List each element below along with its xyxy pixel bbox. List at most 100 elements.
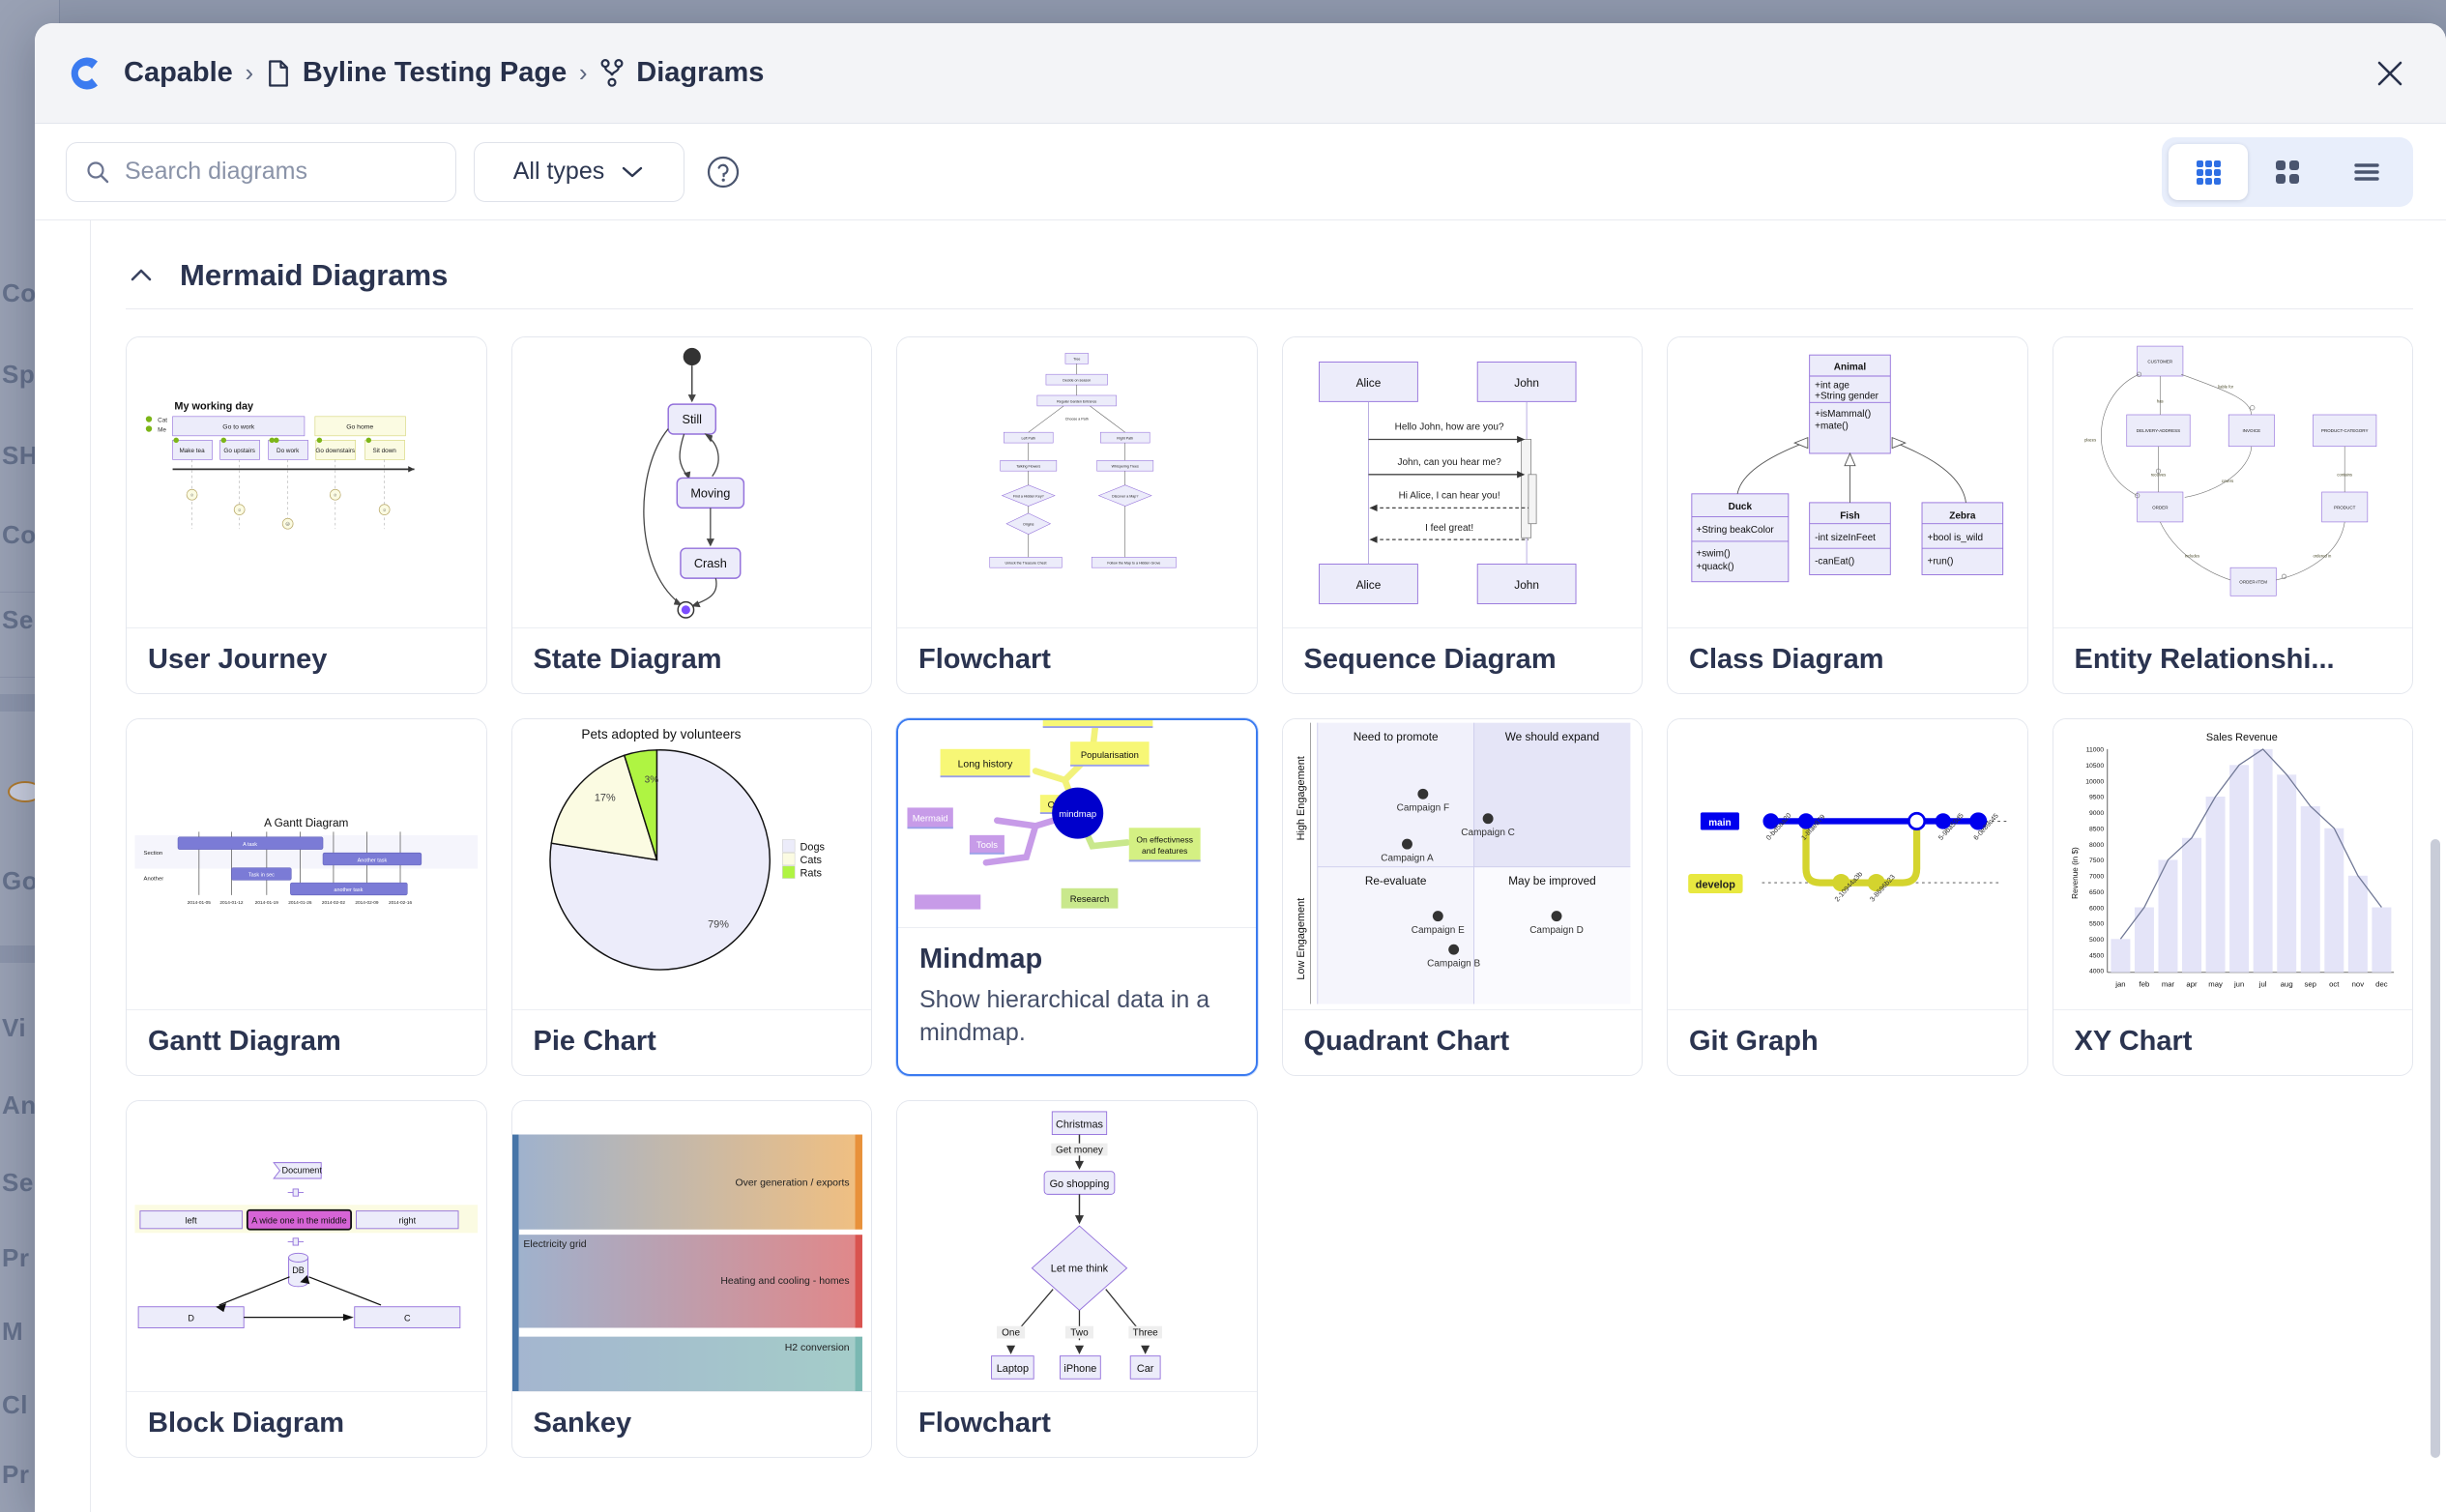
svg-text:Make tea: Make tea [179,448,205,454]
svg-text:jul: jul [2257,979,2266,988]
svg-text:Right Path: Right Path [1117,436,1133,440]
diagram-card-state-diagram[interactable]: Still Moving Crash [510,336,872,694]
diagram-card-quadrant-chart[interactable]: Need to promote We should expand Re-eval… [1281,718,1643,1076]
svg-text:Hello John, how are you?: Hello John, how are you? [1394,422,1503,432]
close-icon [2377,61,2402,85]
diagram-card-gantt-diagram[interactable]: A Gantt Diagram [126,718,487,1076]
svg-text:Re-evaluate: Re-evaluate [1364,874,1426,887]
card-title: Sequence Diagram [1303,644,1557,675]
backdrop-text-fragment: Se [2,1168,34,1197]
svg-text:Tools: Tools [976,840,998,851]
svg-text:right: right [398,1215,416,1225]
svg-text:C: C [404,1313,411,1323]
card-footer: State Diagram [512,628,872,693]
diagram-card-flowchart[interactable]: Tree Decide on season Regular Garden Ent… [896,336,1258,694]
svg-text:develop: develop [1696,880,1736,891]
svg-text:6000: 6000 [2088,905,2103,912]
breadcrumb-item-byline-testing-page[interactable]: Byline Testing Page [266,57,567,89]
card-footer: Mindmap Show hierarchical data in a mind… [898,928,1256,1066]
svg-text:10500: 10500 [2085,763,2104,770]
svg-text:5000: 5000 [2088,937,2103,944]
diagram-list-scroll-area[interactable]: Mermaid Diagrams Cat Me My working day G… [91,220,2446,1512]
svg-text:PRODUCT: PRODUCT [2334,505,2356,509]
dialog-toolbar: All types [35,124,2446,220]
diagram-card-pie-chart[interactable]: Pets adopted by volunteers 79% 17% 3% [510,718,872,1076]
svg-text:Regular Garden Entrance: Regular Garden Entrance [1057,399,1096,403]
svg-text:left: left [186,1215,198,1225]
svg-text:Heating and cooling - homes: Heating and cooling - homes [720,1276,849,1287]
diagram-card-entity-relationship-diagram[interactable]: CUSTOMER DELIVERY-ADDRESS INVOICE PRODUC… [2052,336,2413,694]
breadcrumb-item-capable[interactable]: Capable [124,57,233,89]
svg-text:2014-01-12: 2014-01-12 [219,900,244,906]
svg-text:places: places [2084,437,2096,442]
card-title: Block Diagram [148,1408,345,1439]
svg-text:Unlock the Treasure Chest: Unlock the Treasure Chest [1005,562,1047,566]
search-field[interactable] [66,141,456,202]
svg-text:Talking Flowers: Talking Flowers [1016,465,1040,469]
svg-text:Long history: Long history [958,760,1013,771]
diagram-preview-quadrant-chart: Need to promote We should expand Re-eval… [1282,719,1642,1010]
diagram-card-git-graph[interactable]: main develop [1667,718,2028,1076]
diagram-card-block-diagram[interactable]: Document left A wide one in the middle r… [126,1100,487,1458]
diagram-card-sequence-diagram[interactable]: Alice John Alice John [1281,336,1643,694]
svg-text:3%: 3% [644,774,658,785]
svg-text:10000: 10000 [2085,778,2104,785]
svg-text:Find a Hidden Key?: Find a Hidden Key? [1013,494,1044,498]
body-left-rail [35,220,91,1512]
svg-text:mar: mar [2161,979,2174,988]
svg-text:Campaign F: Campaign F [1396,803,1448,814]
svg-text:apr: apr [2186,979,2198,988]
diagram-card-class-diagram[interactable]: Animal +int age +String gender +isMammal… [1667,336,2028,694]
view-mode-grid-compact[interactable] [2169,143,2248,200]
svg-text:mindmap: mindmap [1059,809,1096,820]
diagram-preview-xy-chart: Sales Revenue Revenue (in $) 11000 10500 1… [2053,719,2412,1010]
diagram-preview-er-diagram: CUSTOMER DELIVERY-ADDRESS INVOICE PRODUC… [2053,337,2412,628]
diagram-preview-state-diagram: Still Moving Crash [511,337,871,628]
svg-text:8500: 8500 [2088,826,2103,832]
svg-text:main: main [1708,818,1731,829]
card-footer: Sequence Diagram [1283,628,1643,693]
card-title: Sankey [533,1408,632,1439]
svg-text:5500: 5500 [2088,921,2103,928]
svg-text:Whispering Trees: Whispering Trees [1112,465,1139,469]
svg-text:Me: Me [158,426,166,433]
backdrop-text-fragment: M [2,1317,24,1346]
breadcrumb-item-diagrams[interactable]: Diagrams [599,57,764,89]
diagram-card-flowchart-christmas[interactable]: Christmas Get money Go shopping L [896,1100,1258,1458]
capable-logo-icon [71,57,98,89]
search-input[interactable] [125,158,438,186]
svg-text:oct: oct [2329,979,2340,988]
svg-text:ORDER: ORDER [2152,505,2169,509]
svg-text:Alice: Alice [1355,578,1381,592]
help-button[interactable] [702,151,744,193]
svg-text:Research: Research [1070,894,1110,905]
svg-text:2014-01-05: 2014-01-05 [188,900,212,906]
svg-text:Car: Car [1137,1363,1154,1375]
svg-text:Duck: Duck [1729,502,1753,512]
chevron-down-icon [623,166,643,177]
svg-text:ORDER-ITEM: ORDER-ITEM [2239,580,2267,585]
svg-text:Animal: Animal [1834,363,1867,373]
view-mode-grid-large[interactable] [2248,144,2327,200]
svg-text:D: D [188,1313,194,1323]
breadcrumb-label: Diagrams [636,57,765,88]
close-button[interactable] [2367,50,2413,97]
svg-text:Left Path: Left Path [1021,436,1035,440]
svg-text:Popularisation: Popularisation [1081,750,1139,761]
svg-text:+swim(): +swim() [1696,548,1730,559]
type-filter-dropdown[interactable]: All types [474,141,684,202]
view-mode-toggle [2162,136,2413,207]
diagram-card-user-journey[interactable]: Cat Me My working day Go to work Go home… [126,336,487,694]
svg-text:+quack(): +quack() [1696,562,1733,572]
svg-text:Over generation / exports: Over generation / exports [735,1178,849,1188]
pie-title: Pets adopted by volunteers [581,727,741,741]
vertical-scrollbar[interactable] [2431,839,2440,1458]
diagram-card-mindmap[interactable]: Long history Popularisation Origins Merm… [896,718,1258,1076]
section-header-mermaid-diagrams[interactable]: Mermaid Diagrams [126,220,2413,309]
view-mode-list[interactable] [2327,144,2406,200]
svg-text:Discover a Map?: Discover a Map? [1112,494,1138,498]
diagram-card-sankey[interactable]: Electricity grid Over generation / expor… [510,1100,872,1458]
svg-text:Cat: Cat [158,417,167,423]
diagram-card-xy-chart[interactable]: Sales Revenue Revenue (in $) 11000 10500 1… [2052,718,2413,1076]
diagram-picker-dialog: Capable › Byline Testing Page › Diagrams [35,23,2446,1512]
